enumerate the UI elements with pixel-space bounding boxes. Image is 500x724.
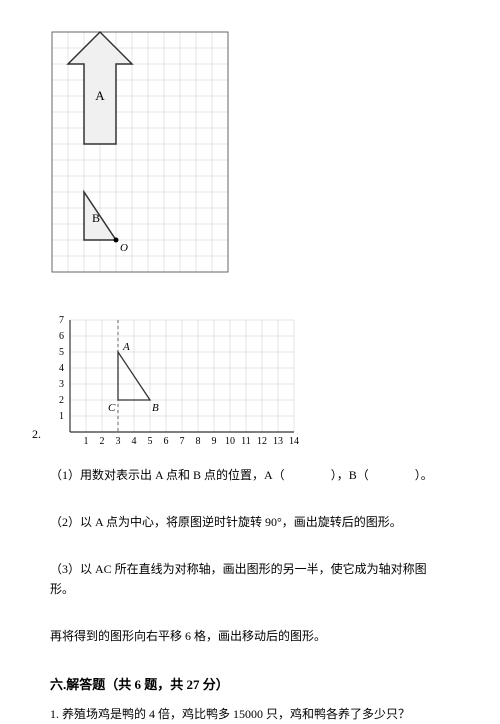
question-2-number: 2. [32,427,41,442]
svg-text:9: 9 [212,436,217,447]
svg-text:2: 2 [100,436,105,447]
svg-text:O: O [120,242,128,254]
q4-text: 再将得到的图形向右平移 6 格，画出移动后的图形。 [50,629,326,643]
svg-text:A: A [95,88,105,103]
svg-text:3: 3 [116,436,121,447]
svg-text:5: 5 [148,436,153,447]
q1-text-3: ）。 [415,468,433,482]
svg-text:10: 10 [225,436,235,447]
q2-text: （2）以 A 点为中心，将原图逆时针旋转 90°，画出旋转后的图形。 [50,515,402,529]
figure2-container: 2. 12345678910111213141234567ABC [50,314,450,448]
svg-text:B: B [92,211,100,225]
question-part-1: （1）用数对表示出 A 点和 B 点的位置，A（ ），B（ ）。 [50,466,450,485]
svg-text:4: 4 [132,436,137,447]
svg-text:6: 6 [59,331,64,342]
q3-text: （3）以 AC 所在直线为对称轴，画出图形的另一半，使它成为轴对称图形。 [50,562,427,595]
svg-text:12: 12 [257,436,267,447]
svg-text:B: B [152,402,159,414]
svg-text:4: 4 [59,363,64,374]
svg-text:7: 7 [180,436,185,447]
svg-text:3: 3 [59,379,64,390]
figure1-svg: A B O [50,30,230,274]
svg-text:C: C [108,402,116,414]
svg-text:6: 6 [164,436,169,447]
question-part-4: 再将得到的图形向右平移 6 格，画出移动后的图形。 [50,627,450,646]
svg-text:13: 13 [273,436,283,447]
svg-text:7: 7 [59,315,64,326]
svg-text:5: 5 [59,347,64,358]
svg-text:8: 8 [196,436,201,447]
section-6-q1: 1. 养殖场鸡是鸭的 4 倍，鸡比鸭多 15000 只，鸡和鸭各养了多少只？ [50,705,450,724]
figure2-svg: 12345678910111213141234567ABC [50,314,300,448]
svg-text:14: 14 [289,436,299,447]
figure1-container: A B O [50,30,450,274]
question-part-2: （2）以 A 点为中心，将原图逆时针旋转 90°，画出旋转后的图形。 [50,513,450,532]
svg-text:A: A [122,341,130,353]
question-part-3: （3）以 AC 所在直线为对称轴，画出图形的另一半，使它成为轴对称图形。 [50,560,450,598]
q1-text-1: （1）用数对表示出 A 点和 B 点的位置，A（ [50,468,285,482]
svg-text:2: 2 [59,395,64,406]
svg-text:11: 11 [241,436,251,447]
section-6-heading: 六.解答题（共 6 题，共 27 分） [50,674,450,693]
q1-text-2: ），B（ [331,468,369,482]
svg-text:1: 1 [84,436,89,447]
svg-text:1: 1 [59,411,64,422]
